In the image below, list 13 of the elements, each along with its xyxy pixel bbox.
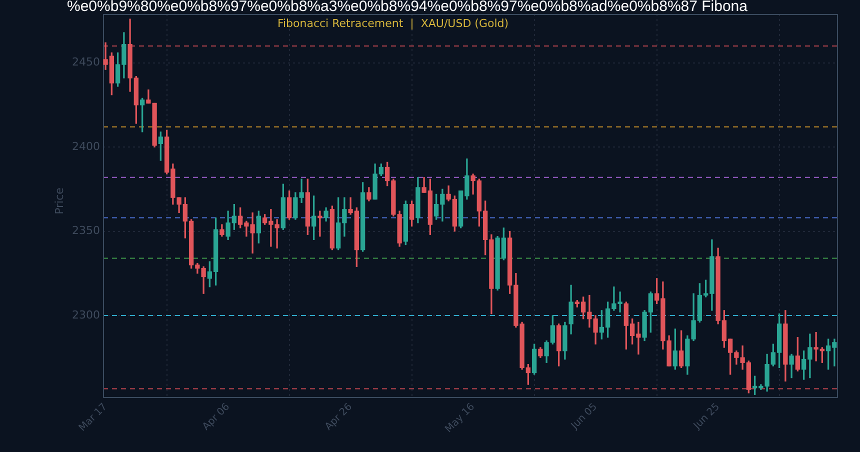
chart-title: Fibonacci Retracement | XAU/USD (Gold) — [277, 16, 509, 30]
y-tick-label: 2300 — [72, 308, 100, 322]
y-tick-label: 2450 — [72, 56, 100, 69]
x-tick-label: Apr 06 — [200, 401, 232, 433]
x-tick-label: Apr 26 — [323, 401, 355, 433]
annotation: %e0%b9%80%e0%b8%97%e0%b8%a3%e0%b8%94%e0%b8%97%e0%b8%ad%e0%b8%87 Fibona — [67, 0, 748, 15]
x-tick-label: Jun 05 — [568, 401, 600, 432]
x-tick-label: Jun 25 — [691, 401, 722, 432]
y-tick-label: 2400 — [72, 140, 100, 153]
candlestick — [318, 210, 322, 237]
y-tick-label: 2350 — [72, 224, 100, 238]
x-tick-label: Mar 17 — [77, 401, 110, 434]
y-axis-title: Price — [52, 187, 66, 214]
